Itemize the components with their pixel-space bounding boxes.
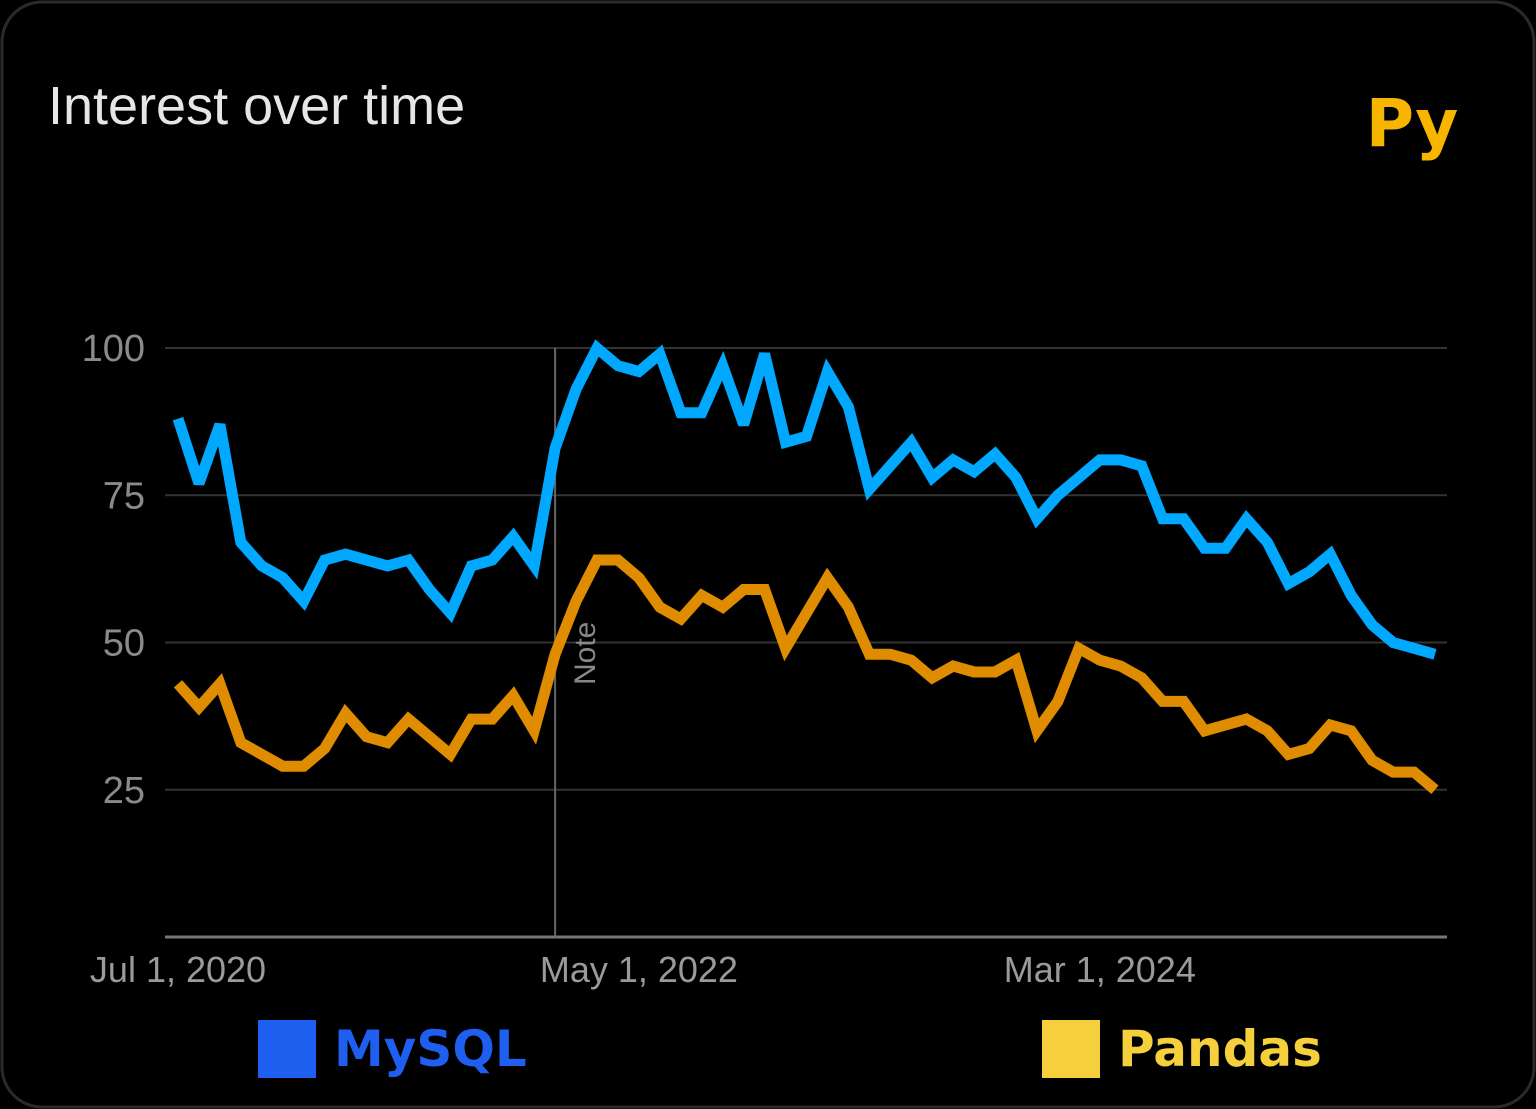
x-tick-label: Jul 1, 2020: [90, 949, 266, 990]
logo: Py: [1366, 85, 1459, 162]
y-tick-label: 100: [82, 328, 145, 370]
line-series: [172, 339, 1437, 660]
chart-title: Interest over time: [48, 76, 465, 136]
annotation-label: Note: [569, 622, 602, 685]
x-tick-label: May 1, 2022: [540, 949, 738, 990]
y-tick-label: 50: [103, 623, 145, 665]
legend-label: MySQL: [334, 1020, 527, 1078]
y-tick-label: 25: [103, 770, 145, 812]
legend-swatch: [1042, 1020, 1100, 1078]
line-series: [173, 554, 1439, 794]
legend-swatch: [258, 1020, 316, 1078]
x-tick-label: Mar 1, 2024: [1004, 949, 1196, 990]
y-tick-label: 75: [103, 475, 145, 517]
legend-label: Pandas: [1118, 1020, 1322, 1078]
